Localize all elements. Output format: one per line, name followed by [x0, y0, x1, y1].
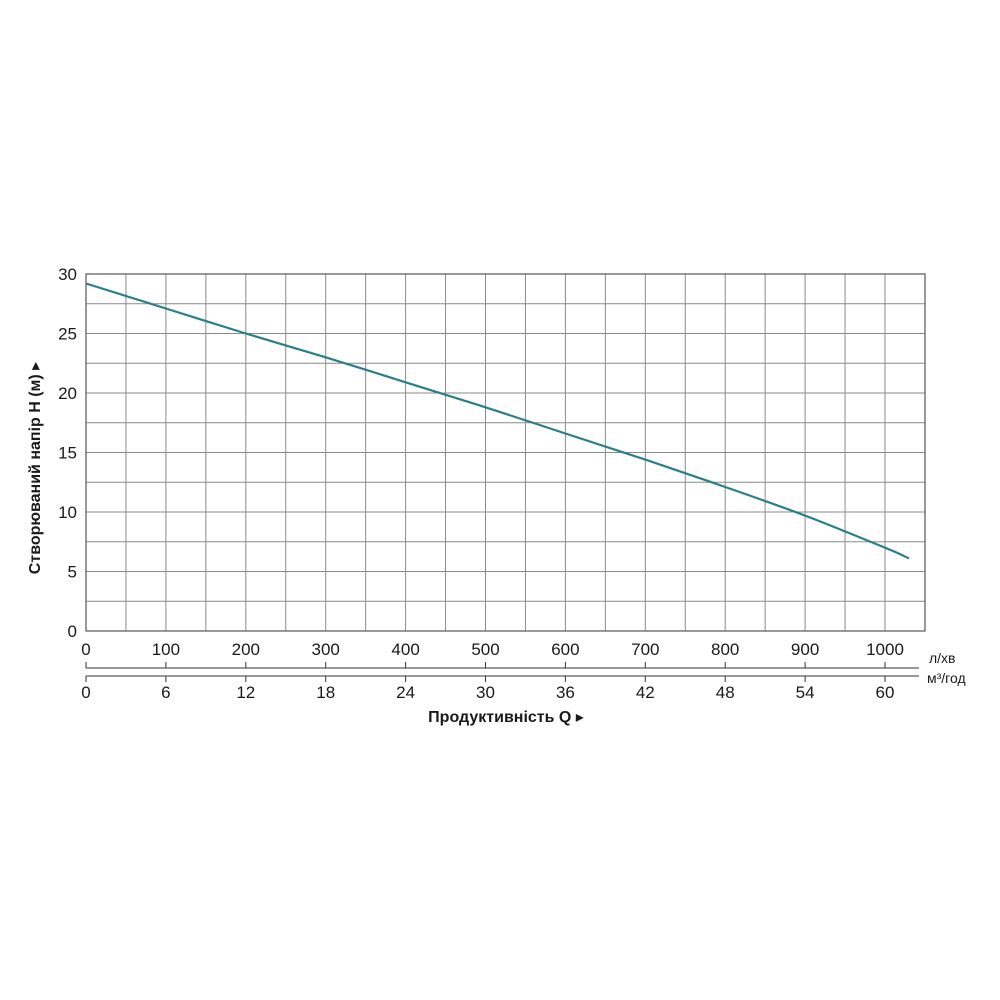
- x-tick-label-primary: 100: [152, 640, 180, 659]
- plot-frame: [85, 273, 926, 632]
- x-tick-label-secondary: 6: [161, 683, 170, 702]
- x-tick-label-secondary: 48: [716, 683, 735, 702]
- x-tick-label-secondary: 0: [81, 683, 90, 702]
- y-tick-label: 30: [58, 265, 77, 284]
- x-unit-secondary: м³/год: [927, 670, 966, 686]
- y-tick-label: 20: [58, 384, 77, 403]
- x-unit-primary: л/хв: [929, 650, 956, 666]
- x-tick-label-secondary: 30: [476, 683, 495, 702]
- x-tick-label-secondary: 12: [236, 683, 255, 702]
- x-tick-labels-primary: 0 100 200 300 400 500 600 700 800 900 1000: [81, 640, 904, 659]
- x-tick-label-primary: 400: [391, 640, 419, 659]
- y-axis-title: Створюваний напір H (м) ▸: [27, 362, 44, 574]
- chart-grid: [86, 274, 925, 631]
- x-tick-label-secondary: 18: [316, 683, 335, 702]
- y-tick-label: 25: [58, 325, 77, 344]
- x-tick-label-primary: 200: [232, 640, 260, 659]
- x-tick-label-primary: 900: [791, 640, 819, 659]
- y-tick-label: 10: [58, 503, 77, 522]
- x-axes: [85, 662, 919, 682]
- x-tick-label-secondary: 60: [876, 683, 895, 702]
- y-tick-label: 0: [68, 622, 77, 641]
- x-tick-label-primary: 800: [711, 640, 739, 659]
- x-tick-labels-secondary: 0 6 12 18 24 30 36 42 48 54 60: [81, 683, 894, 702]
- x-tick-label-secondary: 42: [636, 683, 655, 702]
- x-tick-label-primary: 600: [551, 640, 579, 659]
- x-tick-label-primary: 1000: [866, 640, 904, 659]
- x-tick-label-secondary: 36: [556, 683, 575, 702]
- x-tick-label-primary: 300: [312, 640, 340, 659]
- head-flow-curve: [85, 282, 910, 560]
- x-tick-label-secondary: 24: [396, 683, 415, 702]
- x-tick-label-primary: 500: [471, 640, 499, 659]
- x-tick-label-primary: 700: [631, 640, 659, 659]
- y-tick-label: 5: [68, 563, 77, 582]
- y-tick-label: 15: [58, 444, 77, 463]
- x-tick-label-secondary: 54: [796, 683, 815, 702]
- y-tick-labels: 0 5 10 15 20 25 30: [58, 265, 77, 641]
- x-axis-title: Продуктивність Q ▸: [428, 709, 584, 726]
- x-tick-label-primary: 0: [81, 640, 90, 659]
